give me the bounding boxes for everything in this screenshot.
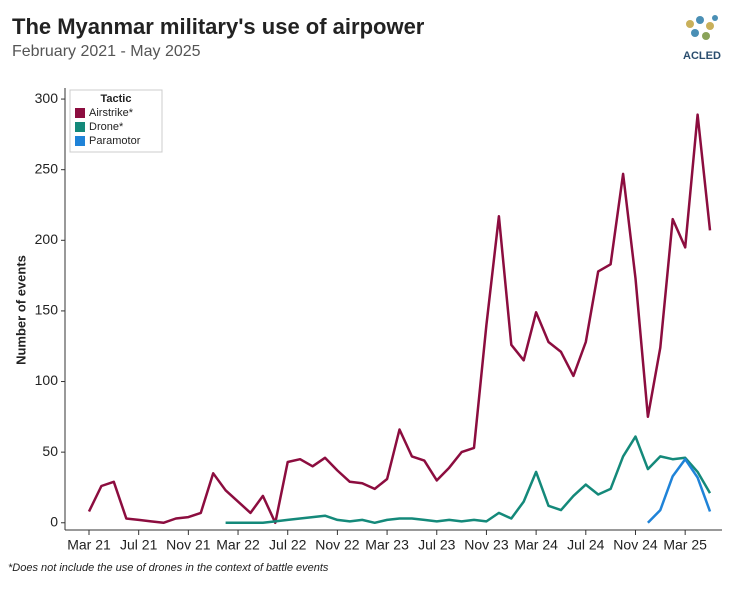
legend: Tactic Airstrike* Drone* Paramotor [69, 89, 163, 153]
legend-swatch [75, 136, 85, 146]
logo-text: ACLED [683, 50, 721, 62]
x-tick-label: Mar 21 [67, 537, 111, 553]
footnote: *Does not include the use of drones in t… [8, 562, 329, 574]
x-tick-label: Jul 24 [567, 537, 605, 553]
series-line [647, 457, 712, 524]
x-tick-label: Jul 21 [120, 537, 158, 553]
y-tick-label: 200 [35, 231, 59, 247]
x-tick-label: Nov 23 [464, 537, 509, 553]
logo: ACLED [683, 15, 721, 62]
x-tick-label: Mar 23 [365, 537, 409, 553]
legend-swatch [75, 122, 85, 132]
legend-swatch [75, 108, 85, 118]
legend-box [69, 89, 163, 153]
x-tick-label: Nov 21 [166, 537, 211, 553]
series-line [225, 435, 712, 525]
legend-title: Tactic [101, 93, 132, 105]
y-axis-label: Number of events [13, 255, 28, 365]
x-tick-label: Nov 22 [315, 537, 360, 553]
x-tick-label: Mar 24 [514, 537, 558, 553]
chart-title: The Myanmar military's use of airpower [12, 14, 425, 39]
x-tick-label: Nov 24 [613, 537, 658, 553]
x-tick-label: Mar 22 [216, 537, 260, 553]
y-tick-label: 0 [50, 513, 58, 529]
y-tick-label: 100 [35, 372, 59, 388]
y-tick-label: 150 [35, 302, 59, 318]
series-line [87, 113, 712, 525]
legend-label: Paramotor [89, 135, 141, 147]
y-tick-label: 300 [35, 90, 59, 106]
legend-label: Airstrike* [89, 107, 134, 119]
y-tick-label: 50 [42, 443, 58, 459]
x-tick-label: Jul 22 [269, 537, 307, 553]
legend-label: Drone* [89, 121, 124, 133]
x-tick-label: Jul 23 [418, 537, 456, 553]
x-tick-label: Mar 25 [663, 537, 707, 553]
y-tick-label: 250 [35, 160, 59, 176]
chart-subtitle: February 2021 - May 2025 [12, 43, 201, 60]
